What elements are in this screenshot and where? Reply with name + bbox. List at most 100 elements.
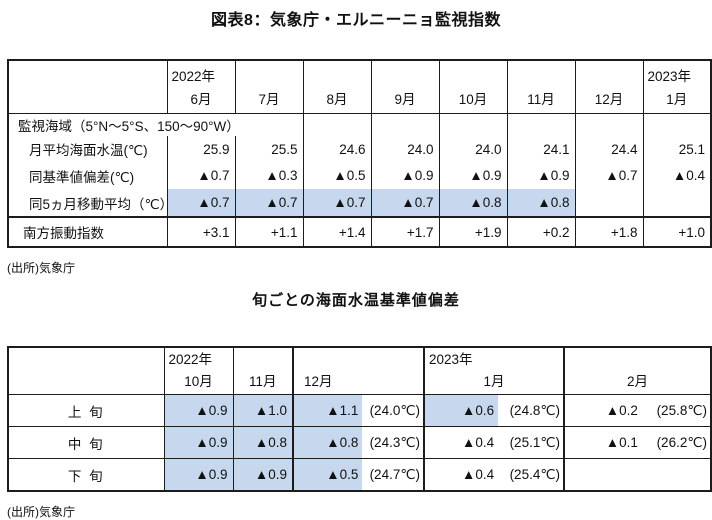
month-label: 12月 <box>594 92 624 107</box>
table1-header-row: 2022年 6月 7月 8月 9月 10月 11月 12月 2023年 1月 <box>7 59 712 114</box>
cell-value: ▲0.7 <box>370 189 440 217</box>
sst-value <box>642 459 710 490</box>
cell-value: 25.9 <box>166 136 236 162</box>
cell-value: +1.4 <box>302 216 372 248</box>
row-label-early-dekad: 上 旬 <box>7 394 165 427</box>
cell-value: 24.0 <box>370 136 440 162</box>
cell-value: ▲0.9 <box>163 458 234 492</box>
cell-value: ▲0.3 <box>234 162 304 189</box>
cell-value: ▲0.9 <box>438 162 508 189</box>
year-label <box>295 348 423 372</box>
cell-value: +3.1 <box>166 216 236 248</box>
cell-value-with-temp: ▲0.8 (24.3℃) <box>292 426 425 459</box>
cell-value: ▲0.7 <box>302 189 372 217</box>
cell-value: 24.0 <box>438 136 508 162</box>
month-label: 1月 <box>666 92 688 107</box>
five-month-moving-average-row: 同5ヵ月移動平均（℃） ▲0.7 ▲0.7 ▲0.7 ▲0.7 ▲0.8 ▲0.… <box>7 189 712 217</box>
sst-value: (26.2℃) <box>656 434 707 450</box>
table2-col-2022-12: 12月 <box>292 346 425 395</box>
cell-value: ▲0.9 <box>163 426 234 459</box>
cell-value-with-temp: ▲0.2 (25.8℃) <box>563 394 712 427</box>
figure-title: 図表8：気象庁・エルニーニョ監視指数 <box>211 12 501 29</box>
cell-value-with-temp: ▲0.6 (24.8℃) <box>423 394 565 427</box>
month-label: 11月 <box>248 374 277 389</box>
cell-value: 24.4 <box>574 136 644 162</box>
year-label <box>566 348 710 372</box>
cell-value: ▲0.7 <box>574 162 644 189</box>
deviation-value: ▲0.6 <box>426 395 499 426</box>
year-label: 2022年 <box>168 352 213 367</box>
source-note-1: (出所)気象庁 <box>7 261 75 275</box>
month-label: 11月 <box>527 92 555 107</box>
month-label: 8月 <box>326 92 348 107</box>
cell-value: +1.1 <box>234 216 304 248</box>
table1-col-2022-06: 2022年 6月 <box>166 59 236 114</box>
cell-value: ▲0.7 <box>166 189 236 217</box>
cell-value: ▲0.8 <box>232 426 294 459</box>
cell-value: ▲0.9 <box>506 162 576 189</box>
year-label <box>234 348 292 372</box>
table2-col-2022-10: 2022年 10月 <box>163 346 234 395</box>
cell-value-with-temp: ▲0.1 (26.2℃) <box>563 426 712 459</box>
month-label: 6月 <box>190 92 212 107</box>
year-label: 2023年 <box>647 69 692 84</box>
cell-value: +1.0 <box>642 216 712 248</box>
cell-value: ▲0.7 <box>166 162 236 189</box>
deviation-value: ▲0.4 <box>461 435 495 450</box>
late-dekad-row: 下 旬 ▲0.9 ▲0.9 ▲0.5 (24.7℃) ▲0.4 (25.4℃) <box>7 458 712 492</box>
mid-dekad-row: 中 旬 ▲0.9 ▲0.8 ▲0.8 (24.3℃) ▲0.4 (25.1℃) ▲0… <box>7 426 712 459</box>
sst-value: (25.4℃) <box>509 466 560 482</box>
deviation-value <box>566 459 642 490</box>
dekad-sst-table: 2022年 10月 11月 12月 2023年 1月 2月 上 旬 ▲0.9 ▲1.… <box>7 346 712 492</box>
early-dekad-row: 上 旬 ▲0.9 ▲1.0 ▲1.1 (24.0℃) ▲0.6 (24.8℃) ▲0… <box>7 394 712 427</box>
year-label: 2022年 <box>171 69 216 84</box>
cell-value: ▲1.0 <box>232 394 294 427</box>
cell-value: ▲0.9 <box>232 458 294 492</box>
southern-oscillation-index-row: 南方振動指数 +3.1 +1.1 +1.4 +1.7 +1.9 +0.2 +1.… <box>7 216 712 248</box>
sst-value: (25.1℃) <box>509 434 560 450</box>
cell-value: ▲0.8 <box>506 189 576 217</box>
deviation-value: ▲1.1 <box>295 395 363 426</box>
month-label: 10月 <box>458 92 488 107</box>
monitoring-region-label: 監視海域（5°N～5°S、150～90°W） <box>7 113 304 136</box>
cell-value <box>574 189 644 217</box>
cell-value: 24.6 <box>302 136 372 162</box>
deviation-value: ▲0.4 <box>461 467 495 482</box>
cell-value <box>642 189 712 217</box>
month-label: 1月 <box>483 374 505 389</box>
cell-value: ▲0.5 <box>302 162 372 189</box>
month-label: 7月 <box>258 92 280 107</box>
table1-col-2022-12: 12月 <box>574 59 644 114</box>
year-label <box>440 64 506 90</box>
row-label-monthly-sst: 月平均海面水温(℃) <box>7 136 168 162</box>
cell-value-with-temp: ▲0.4 (25.4℃) <box>423 458 565 492</box>
year-label <box>576 64 642 90</box>
table2-col-2023-02: 2月 <box>563 346 712 395</box>
table1-col-2022-07: 7月 <box>234 59 304 114</box>
deviation-value: ▲0.1 <box>605 435 638 450</box>
row-label-sst-deviation: 同基準値偏差(℃) <box>7 162 168 189</box>
cell-value: +1.8 <box>574 216 644 248</box>
cell-value: ▲0.9 <box>370 162 440 189</box>
cell-value-with-temp: ▲1.1 (24.0℃) <box>292 394 425 427</box>
month-label: 2月 <box>626 374 648 389</box>
year-label: 2023年 <box>429 352 473 367</box>
sst-value: (24.3℃) <box>369 434 420 450</box>
row-label-late-dekad: 下 旬 <box>7 458 165 492</box>
year-label <box>508 64 574 90</box>
row-label-soi: 南方振動指数 <box>7 216 168 248</box>
deviation-value: ▲0.2 <box>605 403 638 418</box>
elnino-monthly-table: 2022年 6月 7月 8月 9月 10月 11月 12月 2023年 1月 監視海… <box>7 59 712 248</box>
month-label: 10月 <box>184 374 213 389</box>
subtable-title: 旬ごとの海面水温基準値偏差 <box>252 292 460 309</box>
sst-value: (24.0℃) <box>369 402 420 418</box>
sst-value: (25.8℃) <box>656 402 707 418</box>
cell-value: +1.7 <box>370 216 440 248</box>
monthly-sst-row: 月平均海面水温(℃) 25.9 25.5 24.6 24.0 24.0 24.1… <box>7 136 712 162</box>
table1-col-2022-09: 9月 <box>370 59 440 114</box>
month-label: 12月 <box>304 374 333 389</box>
cell-value: ▲0.4 <box>642 162 712 189</box>
sst-value: (24.8℃) <box>509 402 560 418</box>
cell-value: 25.1 <box>642 136 712 162</box>
cell-value: ▲0.8 <box>438 189 508 217</box>
